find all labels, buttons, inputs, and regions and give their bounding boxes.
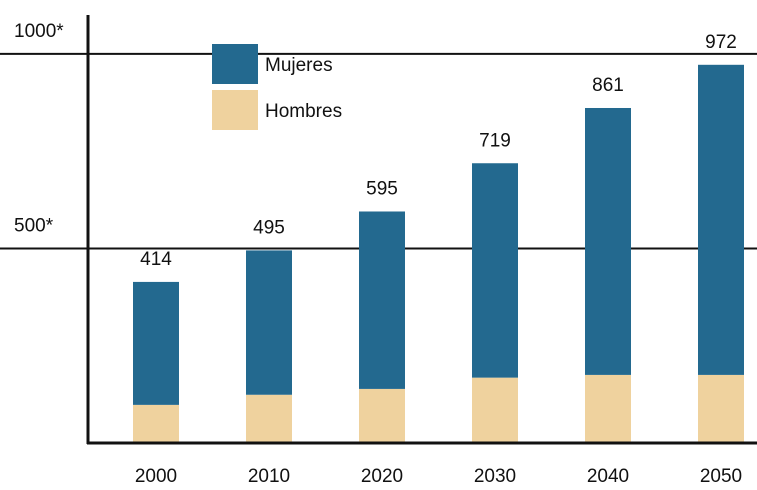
- bar-segment: [359, 388, 405, 443]
- value-label: 972: [705, 32, 737, 53]
- x-tick-label: 2050: [700, 466, 742, 487]
- value-label: 414: [140, 249, 172, 270]
- bar-segment: [133, 281, 179, 405]
- y-tick-label: 500*: [14, 215, 54, 236]
- legend-label: Hombres: [265, 101, 342, 122]
- value-label: 861: [592, 75, 624, 96]
- bar-segment: [698, 374, 744, 443]
- x-tick-label: 2040: [587, 466, 629, 487]
- bar-segment: [585, 107, 631, 375]
- bar-segment: [472, 377, 518, 443]
- x-tick-label: 2020: [361, 466, 403, 487]
- y-tick-label: 1000*: [14, 21, 64, 42]
- bar-segment: [585, 374, 631, 443]
- legend-swatch: [212, 44, 258, 84]
- bar-segment: [246, 394, 292, 443]
- bar-segment: [246, 250, 292, 395]
- bar-segment: [359, 211, 405, 389]
- x-tick-label: 2030: [474, 466, 516, 487]
- bar-segment: [698, 64, 744, 375]
- bar-segment: [133, 404, 179, 443]
- value-label: 495: [253, 217, 285, 238]
- x-tick-label: 2010: [248, 466, 290, 487]
- legend-swatch: [212, 90, 258, 130]
- value-label: 595: [366, 179, 398, 200]
- bar-segment: [472, 163, 518, 378]
- legend-label: Mujeres: [265, 55, 333, 76]
- x-tick-label: 2000: [135, 466, 177, 487]
- value-label: 719: [479, 130, 511, 151]
